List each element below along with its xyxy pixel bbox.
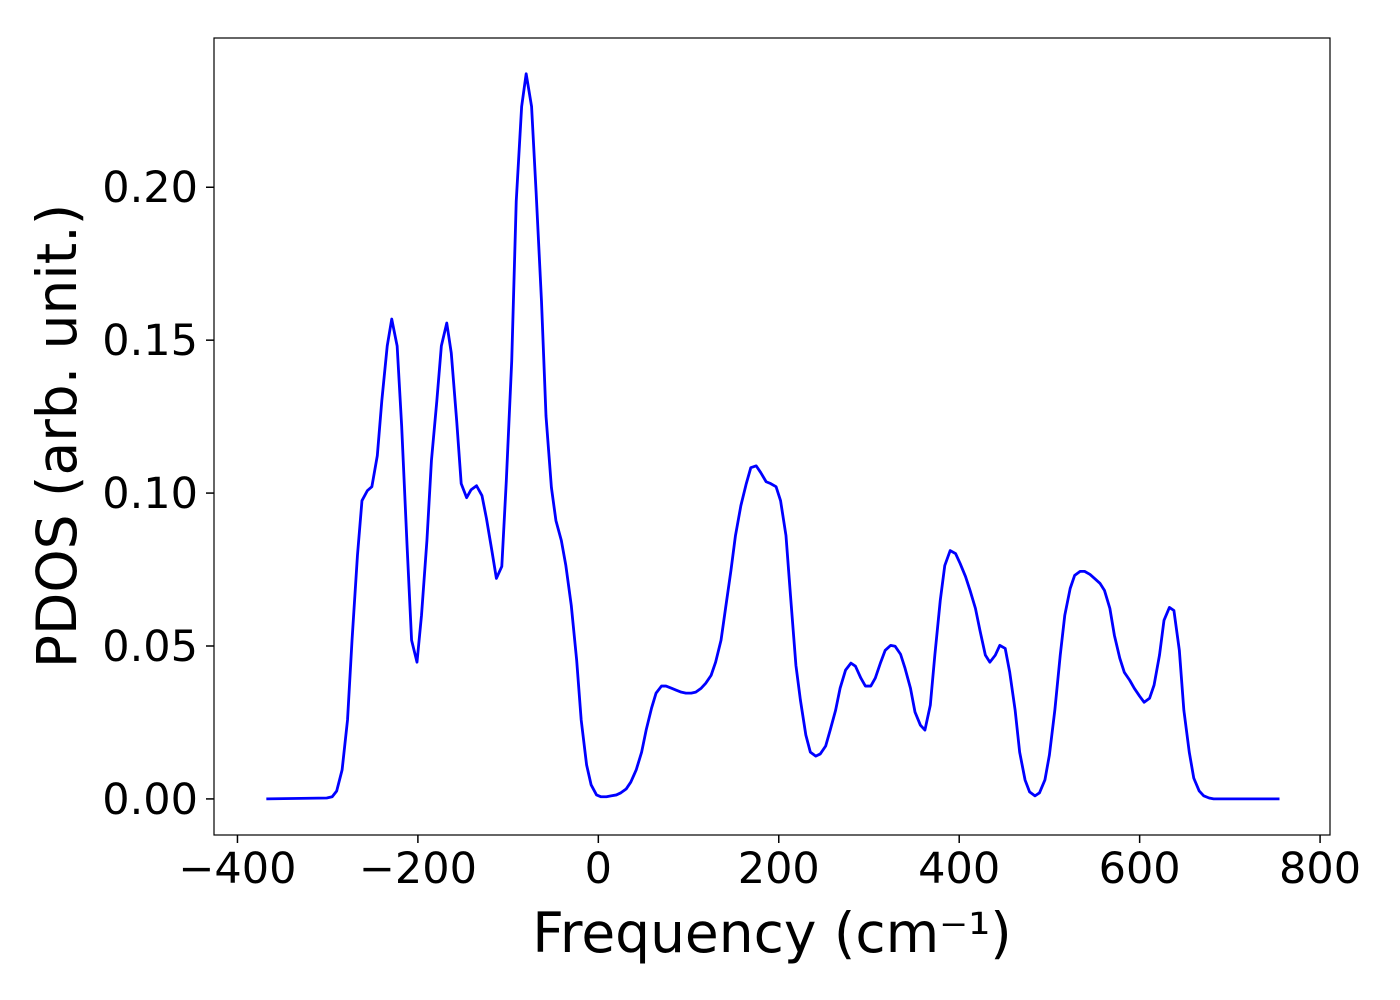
plot-frame [213,37,1331,836]
x-tick-label: 400 [918,844,1000,894]
y-tick-label: 0.00 [102,775,198,825]
x-axis-label: Frequency (cm⁻¹) [532,901,1011,965]
y-tick-label: 0.05 [102,622,198,672]
y-tick-label: 0.20 [102,163,198,213]
y-tick-label: 0.10 [102,469,198,519]
y-tick-label: 0.15 [102,316,198,366]
x-tick-label: 0 [585,844,612,894]
pdos-line [266,72,1280,801]
x-tick-label: 200 [738,844,820,894]
x-tick-label: 600 [1099,844,1181,894]
x-tick-label: −200 [359,844,477,894]
x-tick-label: 800 [1279,844,1361,894]
x-tick-label: −400 [178,844,296,894]
y-axis-label: PDOS (arb. unit.) [25,204,89,668]
